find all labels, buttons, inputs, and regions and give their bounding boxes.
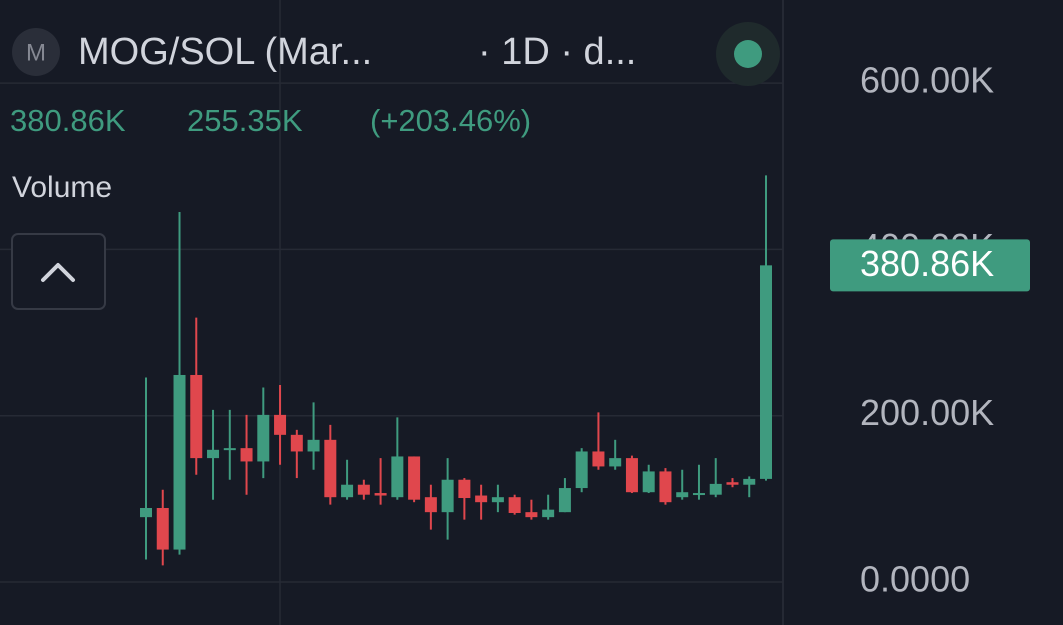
candle-body bbox=[391, 456, 404, 498]
y-tick-label: 600.00K bbox=[860, 60, 994, 101]
symbol-icon bbox=[12, 28, 60, 76]
indicator-label: Volume bbox=[12, 171, 112, 204]
symbol-icon-letter: M bbox=[26, 39, 46, 66]
candle-body bbox=[575, 451, 588, 489]
candle-body bbox=[424, 497, 437, 513]
candle-body bbox=[676, 492, 689, 498]
candle-body bbox=[458, 479, 471, 499]
change: 255.35K bbox=[187, 103, 303, 138]
candle-body bbox=[709, 483, 722, 495]
candle-body bbox=[726, 482, 739, 485]
candle-body bbox=[223, 448, 236, 451]
candle-body bbox=[743, 478, 756, 485]
candle-body bbox=[307, 439, 320, 452]
chevron-icon bbox=[41, 263, 75, 282]
interval: · 1D · d... bbox=[478, 31, 636, 73]
candle-body bbox=[525, 512, 538, 518]
chart-title: MOG/SOL (Mar... bbox=[78, 31, 372, 73]
candle-body bbox=[609, 458, 622, 467]
candle-body bbox=[173, 374, 186, 550]
candle-body bbox=[475, 495, 488, 503]
candle-body bbox=[408, 456, 421, 500]
y-tick-label: 200.00K bbox=[860, 392, 994, 433]
candle-body bbox=[207, 449, 220, 459]
plot bbox=[0, 82, 783, 583]
candle-body bbox=[290, 434, 303, 452]
candle-body bbox=[190, 374, 203, 459]
candle-body bbox=[592, 451, 605, 467]
candle-body bbox=[441, 479, 454, 513]
price-tag-label: 380.86K bbox=[860, 243, 994, 284]
change-percent: (+203.46%) bbox=[370, 103, 531, 138]
candle-body bbox=[642, 471, 655, 493]
candle-body bbox=[257, 414, 270, 462]
candle-body bbox=[274, 414, 287, 435]
candle-body bbox=[341, 484, 354, 498]
candle-body bbox=[542, 509, 555, 518]
collapse-button[interactable] bbox=[11, 233, 106, 310]
candle-body bbox=[625, 458, 638, 493]
candle-body bbox=[156, 508, 169, 550]
candle-body bbox=[491, 497, 504, 503]
candle-body bbox=[374, 493, 387, 496]
candle-body bbox=[324, 439, 337, 498]
candle-body bbox=[760, 265, 772, 479]
candle-body bbox=[140, 508, 152, 518]
candle-body bbox=[508, 497, 521, 513]
status-dot[interactable] bbox=[734, 40, 762, 68]
candle-body bbox=[558, 488, 571, 513]
y-tick-label: 0.0000 bbox=[860, 559, 970, 600]
price-tag bbox=[830, 239, 1030, 292]
candle-body bbox=[357, 484, 370, 495]
candle-body bbox=[240, 448, 253, 462]
last-value: 380.86K bbox=[10, 103, 126, 138]
candle-body bbox=[659, 471, 672, 503]
candle-body bbox=[692, 493, 705, 496]
